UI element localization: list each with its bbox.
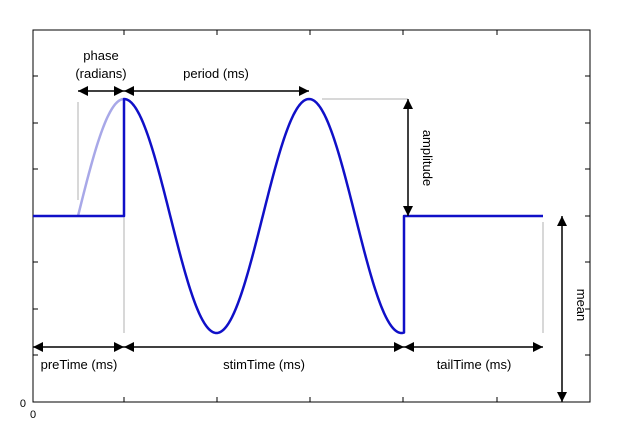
mean-label: mean — [574, 289, 589, 322]
tailtime-label: tailTime (ms) — [437, 357, 512, 372]
labels: phase (radians) period (ms) amplitude me… — [20, 48, 589, 421]
phase-units-label: (radians) — [75, 66, 126, 81]
dimension-arrows — [33, 86, 567, 402]
amplitude-label: amplitude — [420, 130, 435, 186]
stimulus-waveform — [33, 97, 543, 335]
phase-ghost-curve — [76, 97, 125, 217]
period-label: period (ms) — [183, 66, 249, 81]
stimtime-label: stimTime (ms) — [223, 357, 305, 372]
y-origin-label: 0 — [20, 398, 26, 410]
x-origin-label: 0 — [30, 409, 36, 421]
phase-label: phase — [83, 48, 118, 63]
axis-ticks — [33, 29, 590, 403]
pretime-label: preTime (ms) — [41, 357, 118, 372]
guide-lines — [77, 98, 544, 333]
waveform — [33, 97, 543, 335]
